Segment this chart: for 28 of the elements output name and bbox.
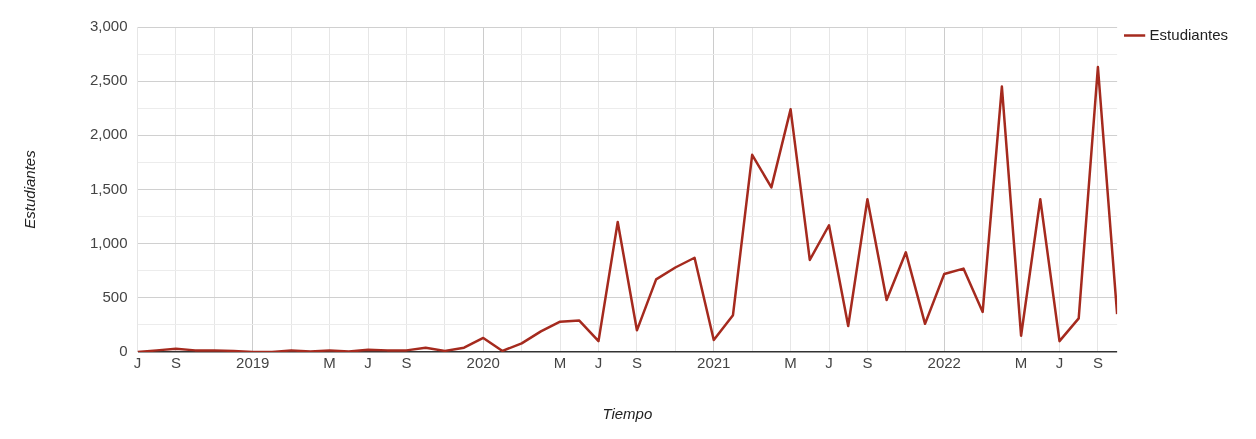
x-tick-label: J — [1055, 354, 1064, 372]
x-tick-label: M — [1014, 354, 1028, 372]
x-tick-label: S — [1092, 354, 1103, 372]
x-tick-label: J — [364, 354, 372, 372]
y-tick-label: 500 — [102, 287, 128, 305]
y-tick-label: 2,500 — [89, 71, 128, 89]
x-tick-label: S — [401, 354, 412, 372]
x-tick-label: M — [553, 354, 567, 372]
x-tick-label: M — [784, 354, 797, 372]
x-tick-label: 2022 — [927, 354, 961, 372]
x-tick-label: 2021 — [697, 354, 731, 372]
y-tick-label: 1,000 — [89, 233, 128, 251]
x-tick-label: 2019 — [236, 354, 270, 372]
y-tick-label: 0 — [119, 342, 128, 360]
x-tick-label: M — [323, 354, 336, 372]
x-tick-label: J — [825, 354, 833, 372]
legend-label: Estudiantes — [1149, 25, 1229, 43]
x-tick-label: S — [862, 354, 873, 372]
x-axis-title: Tiempo — [602, 405, 653, 423]
x-tick-label: S — [631, 354, 642, 372]
y-tick-label: 1,500 — [89, 179, 128, 197]
y-tick-label: 2,000 — [89, 125, 128, 143]
y-axis-title: Estudiantes — [21, 149, 39, 229]
y-tick-label: 3,000 — [89, 17, 128, 35]
x-tick-label: J — [594, 354, 603, 372]
x-tick-label: S — [170, 354, 181, 372]
x-tick-label: J — [133, 354, 142, 372]
x-tick-label: 2020 — [466, 354, 500, 372]
